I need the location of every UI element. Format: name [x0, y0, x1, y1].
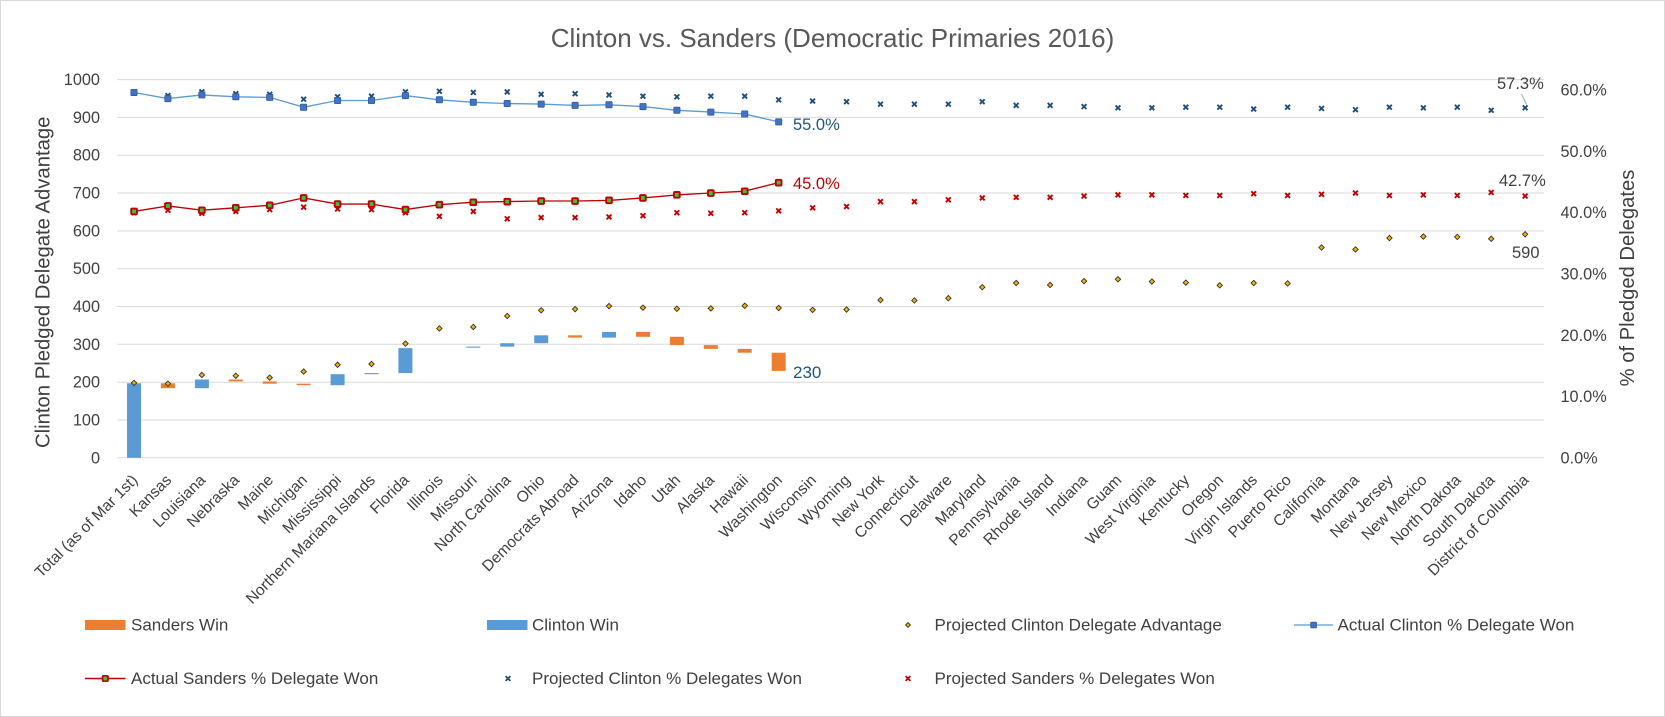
svg-text:0: 0: [91, 449, 100, 467]
svg-text:% of Pledged Delegates: % of Pledged Delegates: [1617, 170, 1639, 387]
svg-text:30.0%: 30.0%: [1561, 266, 1607, 284]
svg-text:500: 500: [73, 260, 100, 278]
svg-text:300: 300: [73, 336, 100, 354]
svg-text:55.0%: 55.0%: [793, 116, 840, 134]
svg-text:Actual Sanders % Delegate Won: Actual Sanders % Delegate Won: [131, 669, 378, 688]
svg-text:0.0%: 0.0%: [1561, 449, 1598, 467]
svg-text:590: 590: [1512, 244, 1540, 262]
svg-text:700: 700: [73, 185, 100, 203]
svg-text:800: 800: [73, 147, 100, 165]
svg-text:40.0%: 40.0%: [1561, 204, 1607, 222]
svg-text:Idaho: Idaho: [611, 472, 651, 512]
svg-text:Clinton vs. Sanders (Democrati: Clinton vs. Sanders (Democratic Primarie…: [551, 23, 1115, 53]
svg-text:45.0%: 45.0%: [793, 175, 840, 193]
svg-text:Florida: Florida: [367, 472, 413, 518]
svg-text:900: 900: [73, 109, 100, 127]
svg-text:Clinton Win: Clinton Win: [532, 616, 619, 635]
svg-text:20.0%: 20.0%: [1561, 327, 1607, 345]
svg-text:600: 600: [73, 222, 100, 240]
svg-text:Projected Clinton Delegate Adv: Projected Clinton Delegate Advantage: [935, 616, 1222, 635]
svg-text:57.3%: 57.3%: [1497, 75, 1544, 93]
svg-text:230: 230: [793, 363, 821, 382]
svg-text:200: 200: [73, 374, 100, 392]
svg-text:Projected Sanders % Delegates: Projected Sanders % Delegates Won: [935, 669, 1215, 688]
svg-text:Actual Clinton % Delegate Won: Actual Clinton % Delegate Won: [1338, 616, 1575, 635]
svg-text:10.0%: 10.0%: [1561, 388, 1607, 406]
svg-text:100: 100: [73, 412, 100, 430]
svg-text:42.7%: 42.7%: [1499, 172, 1546, 190]
svg-text:Clinton Pledged Delegate Advan: Clinton Pledged Delegate Advantage: [33, 117, 55, 449]
svg-text:1000: 1000: [64, 71, 100, 89]
svg-text:50.0%: 50.0%: [1561, 143, 1607, 161]
svg-text:Projected Clinton % Delegates: Projected Clinton % Delegates Won: [532, 669, 802, 688]
svg-text:Total (as of Mar 1st): Total (as of Mar 1st): [32, 472, 141, 581]
svg-text:60.0%: 60.0%: [1561, 82, 1607, 100]
svg-text:400: 400: [73, 298, 100, 316]
svg-text:Sanders Win: Sanders Win: [131, 616, 228, 635]
